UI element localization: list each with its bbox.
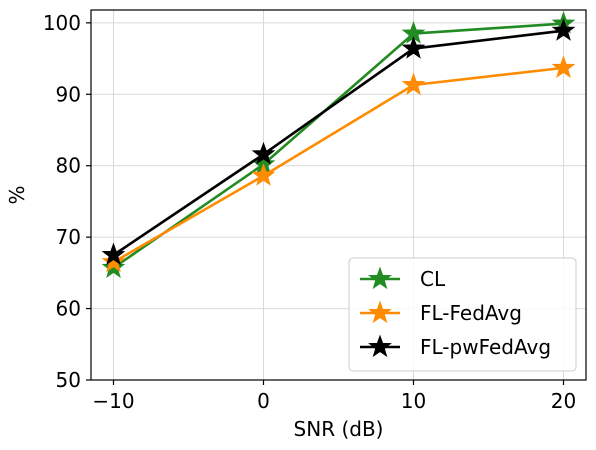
x-tick-label: 10 (401, 389, 426, 413)
data-point-fl-pwfedavg (551, 18, 576, 41)
data-point-fl-pwfedavg (251, 141, 276, 165)
series-line-cl (112, 22, 564, 269)
y-tick-label: 70 (56, 225, 81, 249)
legend-box (348, 257, 577, 372)
series-line-fl-pwfedavg (112, 29, 564, 257)
x-tick-label: −10 (92, 389, 134, 413)
legend-marker-cl (368, 266, 392, 290)
data-point-fl-fedavg (551, 55, 576, 78)
x-axis-label: SNR (dB) (294, 417, 384, 441)
axis-ticks: −10 0 10 20 50 60 70 80 90 100 (43, 11, 576, 413)
x-tick-label: 0 (257, 389, 270, 413)
data-point-fl-fedavg (101, 249, 126, 273)
y-tick-label: 60 (56, 297, 81, 321)
data-point-fl-pwfedavg (101, 242, 126, 266)
x-tick-label: 20 (551, 389, 576, 413)
series-line-fl-fedavg (112, 66, 564, 264)
legend: CL FL-FedAvg FL-pwFedAvg (348, 257, 577, 372)
legend-label-cl: CL (420, 267, 446, 291)
legend-label-fl-fedavg: FL-FedAvg (420, 301, 522, 325)
legend-marker-fl-pwfedavg (368, 334, 392, 358)
y-tick-label: 80 (56, 154, 81, 178)
series-group (101, 11, 576, 278)
y-tick-label: 100 (43, 11, 81, 35)
y-axis-label: % (5, 185, 29, 204)
plot-frame (90, 9, 587, 381)
data-point-fl-fedavg (251, 163, 276, 186)
y-tick-label: 90 (56, 82, 81, 106)
legend-label-fl-pwfedavg: FL-pwFedAvg (420, 335, 551, 359)
data-point-fl-fedavg (401, 72, 426, 96)
data-point-fl-pwfedavg (401, 36, 426, 59)
y-tick-label: 50 (56, 368, 81, 392)
legend-marker-fl-fedavg (368, 300, 392, 324)
